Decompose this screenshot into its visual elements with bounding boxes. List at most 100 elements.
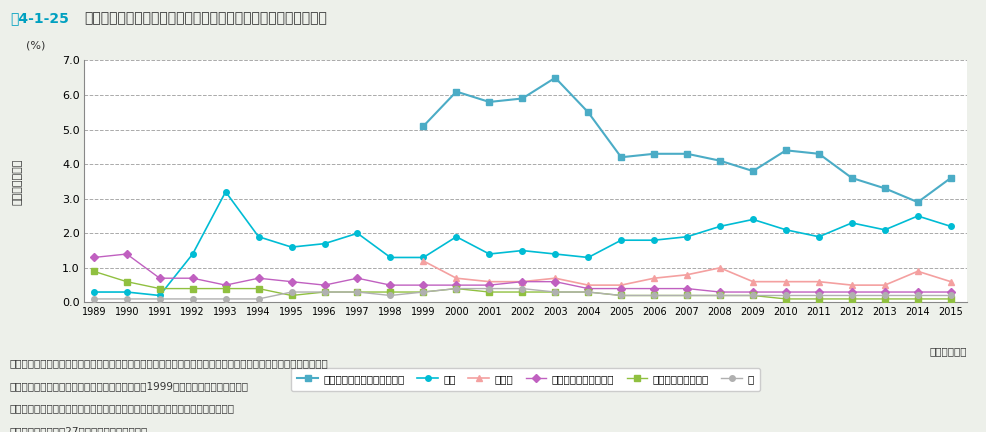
トリクロロエチレン (483, 289, 495, 295)
ふっ素 (483, 279, 495, 284)
砒素 (680, 234, 692, 239)
トリクロロエチレン (845, 296, 857, 302)
砒素 (120, 289, 132, 295)
砒素 (549, 251, 561, 257)
砒素 (483, 251, 495, 257)
鉛 (285, 289, 297, 295)
トリクロロエチレン (746, 293, 758, 298)
鉛 (318, 289, 330, 295)
硝酸性窒素及び亜硝酸性窒素 (582, 110, 594, 115)
砒素 (252, 234, 264, 239)
トリクロロエチレン (680, 293, 692, 298)
硝酸性窒素及び亜硝酸性窒素 (648, 151, 660, 156)
硝酸性窒素及び亜硝酸性窒素 (812, 151, 824, 156)
トリクロロエチレン (779, 296, 791, 302)
砒素 (351, 231, 363, 236)
テトラクロロエチレン (582, 286, 594, 291)
ふっ素 (746, 279, 758, 284)
トリクロロエチレン (911, 296, 923, 302)
トリクロロエチレン (88, 269, 100, 274)
砒素 (845, 220, 857, 226)
テトラクロロエチレン (252, 276, 264, 281)
硝酸性窒素及び亜硝酸性窒素 (845, 175, 857, 181)
鉛 (911, 293, 923, 298)
硝酸性窒素及び亜硝酸性窒素 (549, 75, 561, 80)
Line: 硝酸性窒素及び亜硝酸性窒素: 硝酸性窒素及び亜硝酸性窒素 (420, 75, 952, 205)
テトラクロロエチレン (845, 289, 857, 295)
テトラクロロエチレン (714, 289, 726, 295)
鉛 (779, 293, 791, 298)
硝酸性窒素及び亜硝酸性窒素 (614, 155, 626, 160)
トリクロロエチレン (385, 289, 396, 295)
Legend: 硝酸性窒素及び亜硝酸性窒素, 砒素, ふっ素, テトラクロロエチレン, トリクロロエチレン, 鉛: 硝酸性窒素及び亜硝酸性窒素, 砒素, ふっ素, テトラクロロエチレン, トリクロ… (291, 368, 759, 391)
ふっ素 (516, 279, 528, 284)
テトラクロロエチレン (779, 289, 791, 295)
テトラクロロエチレン (154, 276, 166, 281)
トリクロロエチレン (351, 289, 363, 295)
ふっ素 (812, 279, 824, 284)
鉛 (220, 296, 232, 302)
硝酸性窒素及び亜硝酸性窒素 (746, 168, 758, 174)
トリクロロエチレン (318, 289, 330, 295)
テトラクロロエチレン (417, 283, 429, 288)
鉛 (680, 293, 692, 298)
ふっ素 (911, 269, 923, 274)
テトラクロロエチレン (879, 289, 890, 295)
鉛 (648, 293, 660, 298)
テトラクロロエチレン (318, 283, 330, 288)
硝酸性窒素及び亜硝酸性窒素 (516, 96, 528, 101)
硝酸性窒素及び亜硝酸性窒素 (944, 175, 955, 181)
ふっ素 (779, 279, 791, 284)
鉛 (879, 293, 890, 298)
鉛 (186, 296, 198, 302)
砒素 (648, 238, 660, 243)
砒素 (285, 245, 297, 250)
砒素 (746, 217, 758, 222)
砒素 (417, 255, 429, 260)
テトラクロロエチレン (351, 276, 363, 281)
鉛 (549, 289, 561, 295)
硝酸性窒素及び亜硝酸性窒素 (450, 89, 461, 94)
テトラクロロエチレン (285, 279, 297, 284)
テトラクロロエチレン (680, 286, 692, 291)
砒素 (186, 251, 198, 257)
Text: 資料：環境省「平成27年度地下水質測定結果」: 資料：環境省「平成27年度地下水質測定結果」 (10, 426, 148, 432)
砒素 (879, 227, 890, 232)
硝酸性窒素及び亜硝酸性窒素 (680, 151, 692, 156)
硝酸性窒素及び亜硝酸性窒素 (779, 148, 791, 153)
テトラクロロエチレン (516, 279, 528, 284)
テトラクロロエチレン (120, 251, 132, 257)
ふっ素 (549, 276, 561, 281)
ふっ素 (944, 279, 955, 284)
トリクロロエチレン (879, 296, 890, 302)
トリクロロエチレン (582, 289, 594, 295)
鉛 (714, 293, 726, 298)
テトラクロロエチレン (944, 289, 955, 295)
砒素 (154, 293, 166, 298)
硝酸性窒素及び亜硝酸性窒素 (417, 124, 429, 129)
トリクロロエチレン (516, 289, 528, 295)
ふっ素 (417, 258, 429, 264)
鉛 (516, 286, 528, 291)
鉛 (944, 293, 955, 298)
テトラクロロエチレン (483, 283, 495, 288)
硝酸性窒素及び亜硝酸性窒素 (879, 186, 890, 191)
トリクロロエチレン (285, 293, 297, 298)
砒素 (582, 255, 594, 260)
テトラクロロエチレン (220, 283, 232, 288)
鉛 (120, 296, 132, 302)
鉛 (483, 286, 495, 291)
砒素 (911, 213, 923, 219)
Text: ３：このグラフは環境基準超過本数が比較的多かった項目のみ対象としている: ３：このグラフは環境基準超過本数が比較的多かった項目のみ対象としている (10, 403, 235, 413)
Text: 環境基準超過率: 環境基準超過率 (13, 158, 23, 205)
砒素 (88, 289, 100, 295)
砒素 (385, 255, 396, 260)
鉛 (582, 289, 594, 295)
鉛 (351, 289, 363, 295)
トリクロロエチレン (714, 293, 726, 298)
鉛 (252, 296, 264, 302)
トリクロロエチレン (220, 286, 232, 291)
ふっ素 (680, 272, 692, 277)
Text: 地下水の水質汚濁に係る環境基準の超過率（概況調査）の推移: 地下水の水質汚濁に係る環境基準の超過率（概況調査）の推移 (84, 11, 326, 25)
Text: 図4-1-25: 図4-1-25 (10, 11, 69, 25)
